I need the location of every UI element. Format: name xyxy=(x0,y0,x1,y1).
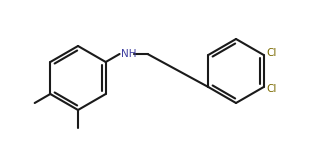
Text: Cl: Cl xyxy=(267,48,277,58)
Text: Cl: Cl xyxy=(267,84,277,94)
Text: NH: NH xyxy=(121,49,136,59)
